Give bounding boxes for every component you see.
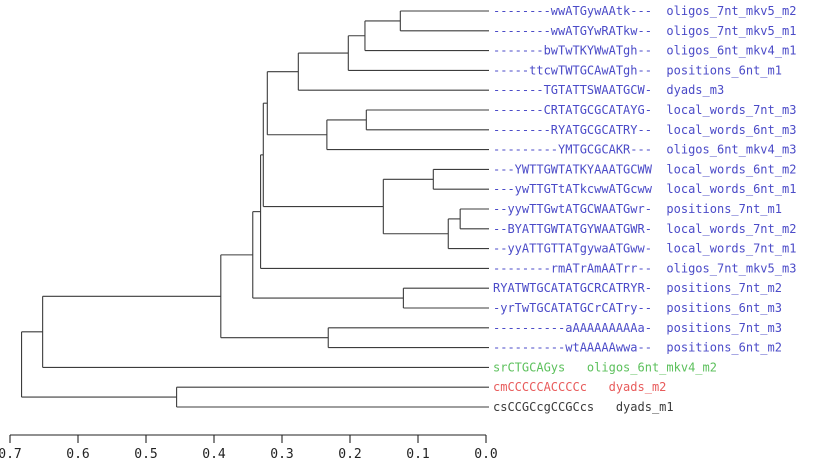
leaf-label: RYATWTGCATATGCRCATRYR- positions_7nt_m2 [493, 281, 782, 295]
axis-tick-label: 0.1 [406, 447, 429, 462]
leaf-label: ----------aAAAAAAAAAa- positions_7nt_m3 [493, 321, 782, 335]
axis-tick-label: 0.3 [270, 447, 293, 462]
leaf-label: --------RYATGCGCATRY-- local_words_6nt_m… [493, 123, 796, 137]
leaf-label: cmCCCCCACCCCc dyads_m2 [493, 380, 666, 394]
leaf-label: csCCGCcgCCGCcs dyads_m1 [493, 400, 674, 414]
leaf-label: --------rmATrAmAATrr-- oligos_7nt_mkv5_m… [493, 261, 796, 275]
leaf-label: ---ywTTGTtATkcwwATGcww local_words_6nt_m… [493, 182, 796, 196]
leaf-label: -------TGTATTSWAATGCW- dyads_m3 [493, 83, 724, 97]
leaf-label: -----ttcwTWTGCAwATgh-- positions_6nt_m1 [493, 63, 782, 77]
leaf-label: -------bwTwTKYWwATgh-- oligos_6nt_mkv4_m… [493, 44, 796, 58]
axis-tick-label: 0.4 [202, 447, 226, 462]
leaf-label: --BYATTGWTATGYWAATGWR- local_words_7nt_m… [493, 222, 796, 236]
leaf-label: --yyATTGTTATgywaATGww- local_words_7nt_m… [493, 242, 796, 256]
leaf-label: ---------YMTGCGCAKR--- oligos_6nt_mkv4_m… [493, 143, 796, 157]
leaf-label: srCTGCAGys oligos_6nt_mkv4_m2 [493, 360, 717, 374]
axis-tick-label: 0.0 [474, 447, 497, 462]
leaf-label: --yywTTGwtATGCWAATGwr- positions_7nt_m1 [493, 202, 782, 216]
leaf-label: --------wwATGywAAtk--- oligos_7nt_mkv5_m… [493, 4, 796, 18]
axis-tick-label: 0.6 [66, 447, 89, 462]
leaf-label: ---YWTTGWTATKYAAATGCWW local_words_6nt_m… [493, 162, 796, 176]
leaf-label: ----------wtAAAAAwwa-- positions_6nt_m2 [493, 341, 782, 355]
axis-tick-label: 0.2 [338, 447, 361, 462]
leaf-label: -------CRTATGCGCATAYG- local_words_7nt_m… [493, 103, 796, 117]
leaf-label: -yrTwTGCATATGCrCATry-- positions_6nt_m3 [493, 301, 782, 315]
axis-tick-label: 0.7 [0, 447, 22, 462]
axis-tick-label: 0.5 [134, 447, 157, 462]
leaf-label: --------wwATGYwRATkw-- oligos_7nt_mkv5_m… [493, 24, 796, 38]
